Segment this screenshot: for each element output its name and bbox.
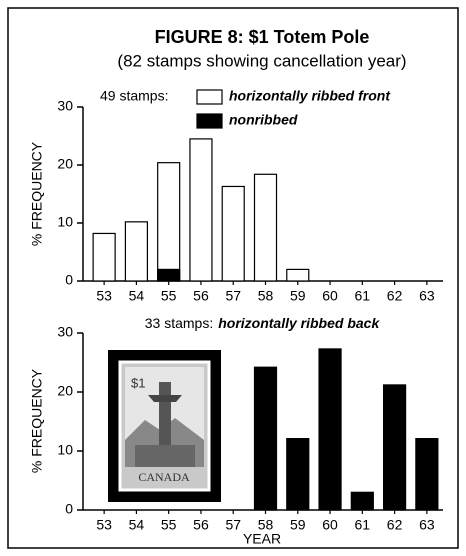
y-tick-label: 20 — [57, 156, 73, 172]
bar — [157, 162, 181, 282]
stamp-country: CANADA — [138, 470, 190, 484]
x-tick-label: 58 — [258, 288, 274, 304]
bar — [157, 268, 181, 282]
x-tick-label: 56 — [193, 288, 209, 304]
x-tick-label: 63 — [419, 517, 435, 533]
x-tick-label: 55 — [161, 288, 177, 304]
bar — [253, 366, 278, 511]
x-tick-label: 59 — [290, 288, 306, 304]
stamp-image: $1 CANADA — [108, 350, 221, 502]
x-tick-label: 57 — [225, 517, 241, 533]
y-tick-label: 10 — [57, 442, 73, 458]
x-tick-label: 53 — [96, 517, 112, 533]
bar — [189, 138, 213, 282]
y-tick-label: 0 — [65, 501, 73, 517]
legend-swatch — [196, 113, 223, 129]
x-tick-label: 59 — [290, 517, 306, 533]
legend-label: horizontally ribbed front — [229, 88, 391, 104]
x-tick-label: 62 — [387, 517, 403, 533]
panel-title-main: horizontally ribbed back — [218, 315, 380, 331]
y-tick-label: 20 — [57, 383, 73, 399]
stamp-denomination: $1 — [131, 375, 145, 390]
x-tick-label: 60 — [322, 517, 338, 533]
bar — [350, 491, 374, 511]
bar — [415, 438, 439, 511]
x-tick-label: 61 — [355, 517, 371, 533]
x-tick-label: 60 — [322, 288, 338, 304]
x-tick-label: 56 — [193, 517, 209, 533]
x-axis-label: YEAR — [243, 531, 281, 547]
bar — [286, 438, 310, 511]
chart-subtitle: (82 stamps showing cancellation year) — [117, 51, 406, 70]
x-tick-label: 61 — [355, 288, 371, 304]
y-axis-label: % FREQUENCY — [29, 368, 45, 473]
x-tick-label: 53 — [96, 288, 112, 304]
panel-title-prefix: 33 stamps: — [145, 315, 213, 331]
y-tick-label: 10 — [57, 214, 73, 230]
y-tick-label: 30 — [57, 324, 73, 340]
x-tick-label: 57 — [225, 288, 241, 304]
chart-title: FIGURE 8: $1 Totem Pole — [155, 27, 370, 47]
x-tick-label: 54 — [129, 517, 145, 533]
bar — [221, 185, 245, 282]
bar — [124, 221, 149, 282]
y-tick-label: 0 — [65, 272, 73, 288]
y-axis-label: % FREQUENCY — [29, 141, 45, 246]
bar — [286, 268, 310, 282]
legend-title: 49 stamps: — [100, 88, 168, 104]
bar — [92, 232, 116, 282]
legend-swatch — [196, 89, 223, 105]
bar — [318, 348, 342, 511]
bar — [253, 173, 278, 282]
y-tick-label: 30 — [57, 98, 73, 114]
x-tick-label: 63 — [419, 288, 435, 304]
x-tick-label: 58 — [258, 517, 274, 533]
x-tick-label: 55 — [161, 517, 177, 533]
x-tick-label: 62 — [387, 288, 403, 304]
x-tick-label: 54 — [129, 288, 145, 304]
legend-label: nonribbed — [229, 112, 298, 128]
bar — [382, 384, 407, 511]
panel-title: 33 stamps: horizontally ribbed back — [145, 315, 381, 331]
